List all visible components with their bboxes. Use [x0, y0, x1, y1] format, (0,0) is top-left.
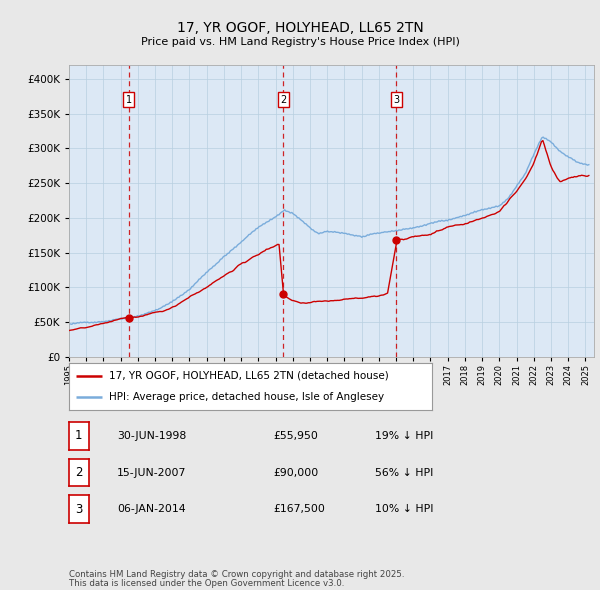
Text: 3: 3: [394, 94, 400, 104]
Text: 1: 1: [125, 94, 131, 104]
Text: 56% ↓ HPI: 56% ↓ HPI: [375, 468, 433, 478]
Text: 17, YR OGOF, HOLYHEAD, LL65 2TN: 17, YR OGOF, HOLYHEAD, LL65 2TN: [176, 21, 424, 35]
Text: HPI: Average price, detached house, Isle of Anglesey: HPI: Average price, detached house, Isle…: [109, 392, 384, 402]
Text: Contains HM Land Registry data © Crown copyright and database right 2025.: Contains HM Land Registry data © Crown c…: [69, 570, 404, 579]
Text: £55,950: £55,950: [273, 431, 318, 441]
Text: This data is licensed under the Open Government Licence v3.0.: This data is licensed under the Open Gov…: [69, 579, 344, 588]
Text: £167,500: £167,500: [273, 504, 325, 514]
Text: 2: 2: [75, 466, 83, 479]
Text: 1: 1: [75, 430, 83, 442]
Text: 3: 3: [75, 503, 83, 516]
Text: 2: 2: [280, 94, 286, 104]
Text: 30-JUN-1998: 30-JUN-1998: [117, 431, 186, 441]
Text: 15-JUN-2007: 15-JUN-2007: [117, 468, 187, 478]
Text: £90,000: £90,000: [273, 468, 318, 478]
Text: 17, YR OGOF, HOLYHEAD, LL65 2TN (detached house): 17, YR OGOF, HOLYHEAD, LL65 2TN (detache…: [109, 371, 389, 381]
Text: 10% ↓ HPI: 10% ↓ HPI: [375, 504, 433, 514]
Text: 06-JAN-2014: 06-JAN-2014: [117, 504, 185, 514]
Text: Price paid vs. HM Land Registry's House Price Index (HPI): Price paid vs. HM Land Registry's House …: [140, 37, 460, 47]
Text: 19% ↓ HPI: 19% ↓ HPI: [375, 431, 433, 441]
